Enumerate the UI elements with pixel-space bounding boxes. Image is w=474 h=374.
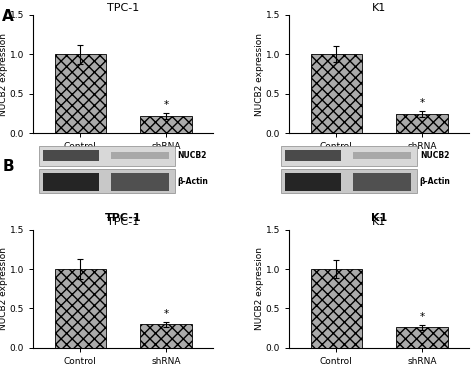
Y-axis label: NUCB2 expression: NUCB2 expression	[0, 33, 9, 116]
Bar	[310, 54, 362, 133]
Bar	[353, 173, 411, 190]
Title: K1: K1	[372, 217, 386, 227]
Bar	[396, 114, 448, 133]
Bar	[396, 327, 448, 348]
Bar	[39, 146, 174, 166]
Bar	[285, 173, 341, 190]
Text: TPC-1: TPC-1	[105, 213, 142, 223]
Title: TPC-1: TPC-1	[107, 217, 139, 227]
Text: NUCB2: NUCB2	[178, 151, 207, 160]
Text: A: A	[2, 9, 14, 24]
Y-axis label: NUCB2 expression: NUCB2 expression	[0, 247, 9, 330]
Bar	[140, 324, 192, 348]
Bar	[43, 173, 99, 190]
Y-axis label: NUCB2 expression: NUCB2 expression	[255, 33, 264, 116]
Bar	[43, 150, 99, 162]
Bar	[140, 116, 192, 133]
Bar	[281, 169, 417, 193]
Bar	[111, 152, 169, 159]
Bar	[55, 269, 106, 348]
Bar	[111, 173, 169, 190]
Bar	[353, 152, 411, 159]
Text: *: *	[419, 98, 425, 108]
Text: *: *	[164, 309, 169, 319]
Bar	[285, 150, 341, 162]
Text: *: *	[419, 312, 425, 322]
Title: K1: K1	[372, 3, 386, 13]
Text: K1: K1	[371, 213, 387, 223]
Text: β-Actin: β-Actin	[178, 177, 209, 186]
Bar	[55, 54, 106, 133]
Text: *: *	[164, 99, 169, 110]
Text: β-Actin: β-Actin	[420, 177, 451, 186]
Bar	[39, 169, 174, 193]
Bar	[281, 146, 417, 166]
Text: B: B	[2, 159, 14, 174]
Y-axis label: NUCB2 expression: NUCB2 expression	[255, 247, 264, 330]
Text: NUCB2: NUCB2	[420, 151, 449, 160]
Bar	[310, 269, 362, 348]
Title: TPC-1: TPC-1	[107, 3, 139, 13]
